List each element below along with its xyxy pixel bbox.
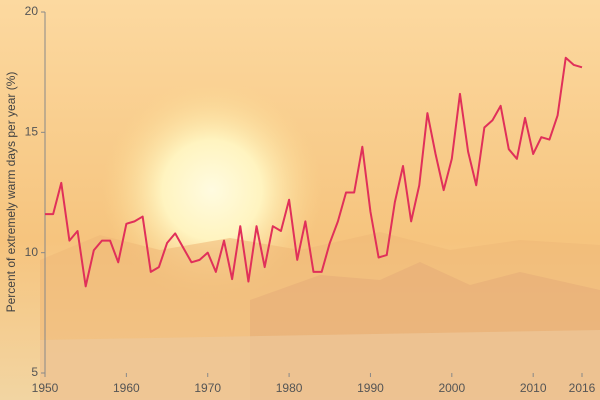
y-tick-label: 20 xyxy=(25,4,39,18)
x-tick-label: 2016 xyxy=(569,381,596,395)
x-tick-label: 2000 xyxy=(438,381,465,395)
y-tick-label: 10 xyxy=(25,245,39,259)
x-tick-label: 1990 xyxy=(357,381,384,395)
ground xyxy=(40,330,600,400)
data-line xyxy=(45,56,583,288)
y-axis-label: Percent of extremely warm days per year … xyxy=(4,72,18,313)
x-tick-label: 2010 xyxy=(520,381,547,395)
x-tick-label: 1970 xyxy=(194,381,221,395)
x-tick-label: 1980 xyxy=(276,381,303,395)
y-tick-label: 5 xyxy=(31,365,38,379)
y-tick-label: 15 xyxy=(25,125,39,139)
x-tick-label: 1960 xyxy=(113,381,140,395)
x-tick-label: 1950 xyxy=(32,381,59,395)
